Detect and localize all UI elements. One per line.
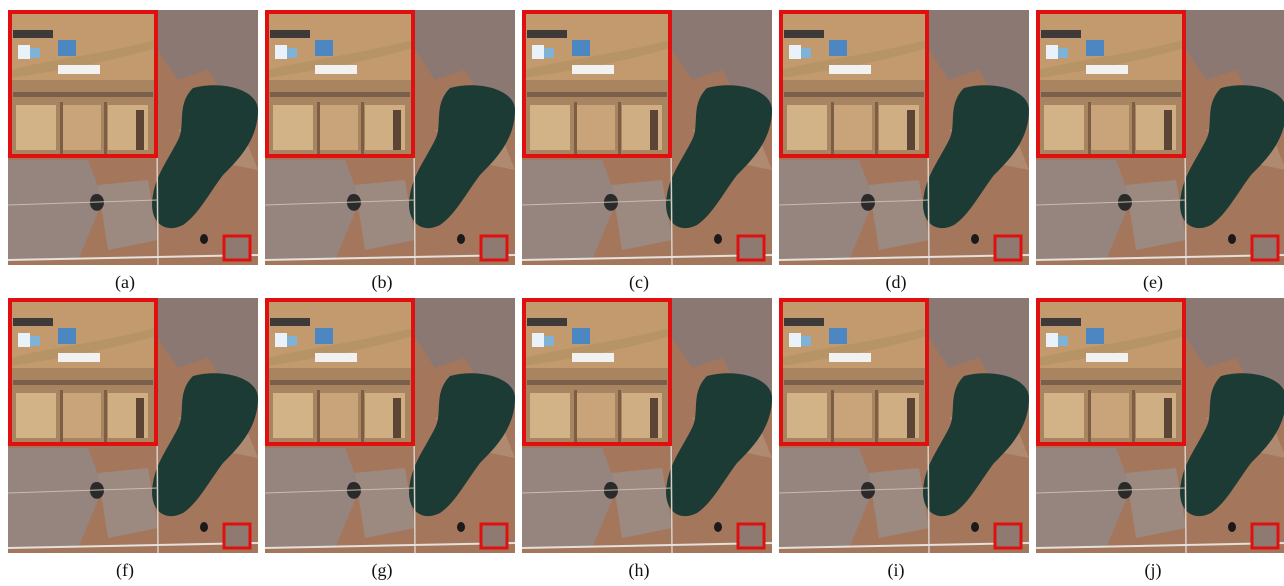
panel-label: (a) <box>115 272 135 293</box>
panel-label: (d) <box>886 272 907 293</box>
satellite-image <box>779 298 1029 553</box>
satellite-image <box>8 10 258 265</box>
satellite-image <box>8 298 258 553</box>
image-panel <box>265 10 515 265</box>
image-panel <box>779 10 1029 265</box>
satellite-image <box>265 298 515 553</box>
panel-label: (g) <box>372 560 393 581</box>
satellite-image <box>522 10 772 265</box>
satellite-image <box>522 298 772 553</box>
image-panel <box>1036 298 1284 553</box>
image-panel <box>1036 10 1284 265</box>
image-panel <box>8 298 258 553</box>
panel-label: (c) <box>629 272 649 293</box>
satellite-image <box>1036 10 1284 265</box>
panel-label: (h) <box>629 560 650 581</box>
image-panel <box>779 298 1029 553</box>
panel-label: (i) <box>888 560 905 581</box>
satellite-image <box>265 10 515 265</box>
image-panel <box>8 10 258 265</box>
image-panel <box>522 298 772 553</box>
figure: (a) (b) (c) (d) (e) (f) (g) (h) (i) (j) <box>0 0 1284 586</box>
panel-label: (b) <box>372 272 393 293</box>
panel-label: (j) <box>1145 560 1162 581</box>
panel-label: (e) <box>1143 272 1163 293</box>
image-panel <box>265 298 515 553</box>
satellite-image <box>1036 298 1284 553</box>
panel-label: (f) <box>116 560 134 581</box>
satellite-image <box>779 10 1029 265</box>
image-panel <box>522 10 772 265</box>
